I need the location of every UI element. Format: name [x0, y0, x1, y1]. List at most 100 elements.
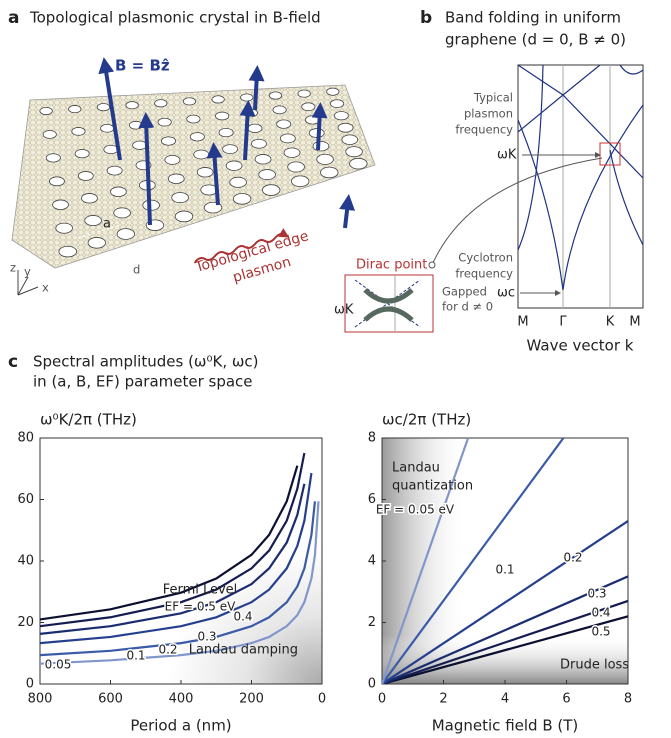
hole: [74, 149, 90, 159]
x-tick-label: 200: [239, 692, 264, 707]
omega-c: ωc: [497, 286, 515, 301]
series-line: [40, 452, 306, 628]
hole: [110, 186, 127, 197]
annotation: Drude loss: [560, 658, 629, 673]
band-frame: [517, 64, 644, 309]
x-tick-label: 400: [169, 692, 194, 707]
hole: [157, 117, 172, 127]
hole: [174, 210, 194, 223]
hole: [87, 237, 106, 249]
inset-omega-k: ωK: [334, 303, 354, 318]
y-axis-label: ωc/2π (THz): [382, 411, 471, 429]
k-label: Γ: [559, 315, 567, 330]
hole: [287, 161, 305, 173]
x-tick-label: 4: [501, 692, 509, 707]
inset-bands: [354, 275, 421, 332]
connector: [431, 157, 603, 266]
x-tick-label: 800: [28, 692, 53, 707]
hole: [254, 154, 272, 165]
hole: [171, 192, 189, 204]
series-line: [382, 575, 628, 684]
hole: [326, 87, 340, 96]
annotation: Landau damping: [189, 643, 298, 658]
y-tick-label: 20: [17, 615, 34, 630]
series-label: 0.1: [495, 563, 514, 577]
series-line: [382, 520, 628, 684]
hole: [276, 119, 292, 129]
hole: [345, 146, 363, 158]
bands: [517, 64, 644, 291]
annotation: Landau: [392, 461, 440, 476]
hole-label: d: [133, 263, 140, 277]
y-tick-label: 80: [17, 431, 34, 446]
hole: [268, 91, 283, 100]
hole: [279, 133, 296, 144]
axis-x: x: [42, 281, 49, 295]
hole: [182, 97, 197, 106]
series-label: EF = 0.05 eV: [376, 503, 455, 517]
y-tick-label: 6: [368, 492, 376, 507]
series-line: [382, 615, 628, 684]
series-label: 0.4: [591, 606, 610, 620]
x-axis-label: Wave vector k: [527, 337, 634, 355]
hole: [167, 173, 185, 184]
series-label: 0.3: [587, 587, 606, 601]
y-axis-label: ω⁰K/2π (THz): [40, 411, 137, 429]
series-label: 0.2: [563, 551, 582, 565]
hole: [189, 132, 205, 142]
hole: [71, 127, 86, 136]
field-arrows: [98, 57, 356, 229]
hole: [232, 193, 252, 205]
hole: [330, 99, 345, 109]
x-tick-label: 0: [378, 692, 386, 707]
hole: [58, 245, 77, 258]
series-line: [382, 599, 628, 684]
series-line: [382, 438, 565, 684]
y-tick-label: 8: [368, 431, 376, 446]
hole: [164, 154, 181, 165]
hole: [132, 140, 148, 150]
x-tick-label: 0: [318, 692, 326, 707]
series-line: [40, 465, 299, 621]
hole: [68, 105, 82, 114]
hole: [39, 106, 53, 116]
hole: [291, 175, 310, 188]
hole: [301, 102, 316, 112]
axis-y: y: [24, 265, 31, 279]
hole: [312, 141, 330, 152]
series-label: 0.2: [158, 643, 177, 657]
panel-label: b: [420, 8, 432, 28]
hole: [42, 130, 57, 139]
annotation: quantization: [392, 479, 473, 494]
y-tick-label: 40: [17, 554, 34, 569]
panel-title: graphene (d = 0, B ≠ 0): [445, 31, 626, 49]
x-tick-label: 8: [624, 692, 632, 707]
lattice-line: [77, 224, 121, 239]
hole: [113, 207, 131, 219]
hole: [106, 165, 123, 176]
annotation: Fermi Level: [163, 583, 238, 598]
k-label: K: [606, 315, 615, 330]
inset-title: Dirac point: [356, 258, 427, 273]
k-label: M: [517, 315, 528, 330]
x-axis-label: Magnetic field B (T): [432, 717, 579, 735]
y-tick-label: 0: [26, 677, 34, 692]
hole: [186, 114, 201, 124]
series-line: [40, 501, 317, 657]
hole: [154, 99, 168, 108]
panel-title: in (a, B, EF) parameter space: [33, 373, 253, 391]
series-label: EF = 0.5 eV: [165, 600, 236, 614]
hole: [211, 95, 225, 104]
hole: [196, 167, 214, 178]
hole: [349, 157, 368, 170]
hole: [272, 105, 287, 115]
hole: [218, 127, 234, 138]
series-group: [40, 452, 320, 665]
series-label: 0.05: [45, 658, 72, 672]
edge-wave: [194, 228, 290, 263]
panel-title: Spectral amplitudes (ω⁰K, ωc): [33, 353, 259, 371]
series-line: [40, 483, 306, 635]
cyclotron-label: frequency: [455, 267, 513, 281]
hole: [229, 176, 247, 188]
hole: [258, 169, 276, 181]
